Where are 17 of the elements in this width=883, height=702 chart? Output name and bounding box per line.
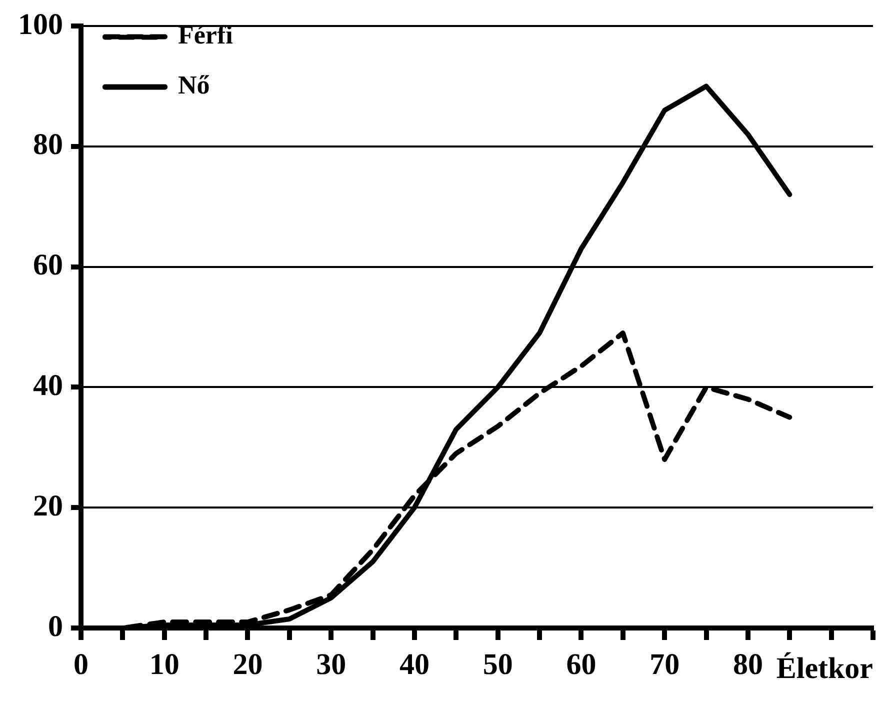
x-tick-label: 20	[232, 648, 263, 681]
legend-label: Nő	[178, 70, 210, 100]
x-tick-label: 40	[399, 648, 430, 681]
x-tick-label: 80	[732, 648, 763, 681]
x-tick-label: 0	[74, 648, 88, 681]
x-axis-title: Életkor	[776, 652, 873, 685]
y-tick-label: 80	[33, 128, 63, 162]
y-tick-label: 40	[33, 368, 63, 402]
y-tick-label: 100	[18, 8, 63, 41]
x-tick-label: 30	[316, 648, 346, 681]
x-tick-label: 70	[650, 648, 680, 681]
y-tick-label: 20	[33, 489, 63, 522]
x-tick-label: 10	[149, 648, 180, 681]
x-tick-label: 60	[566, 648, 596, 681]
x-tick-label: 50	[482, 648, 513, 681]
y-tick-label: 0	[48, 610, 63, 643]
y-tick-label: 60	[33, 248, 63, 282]
